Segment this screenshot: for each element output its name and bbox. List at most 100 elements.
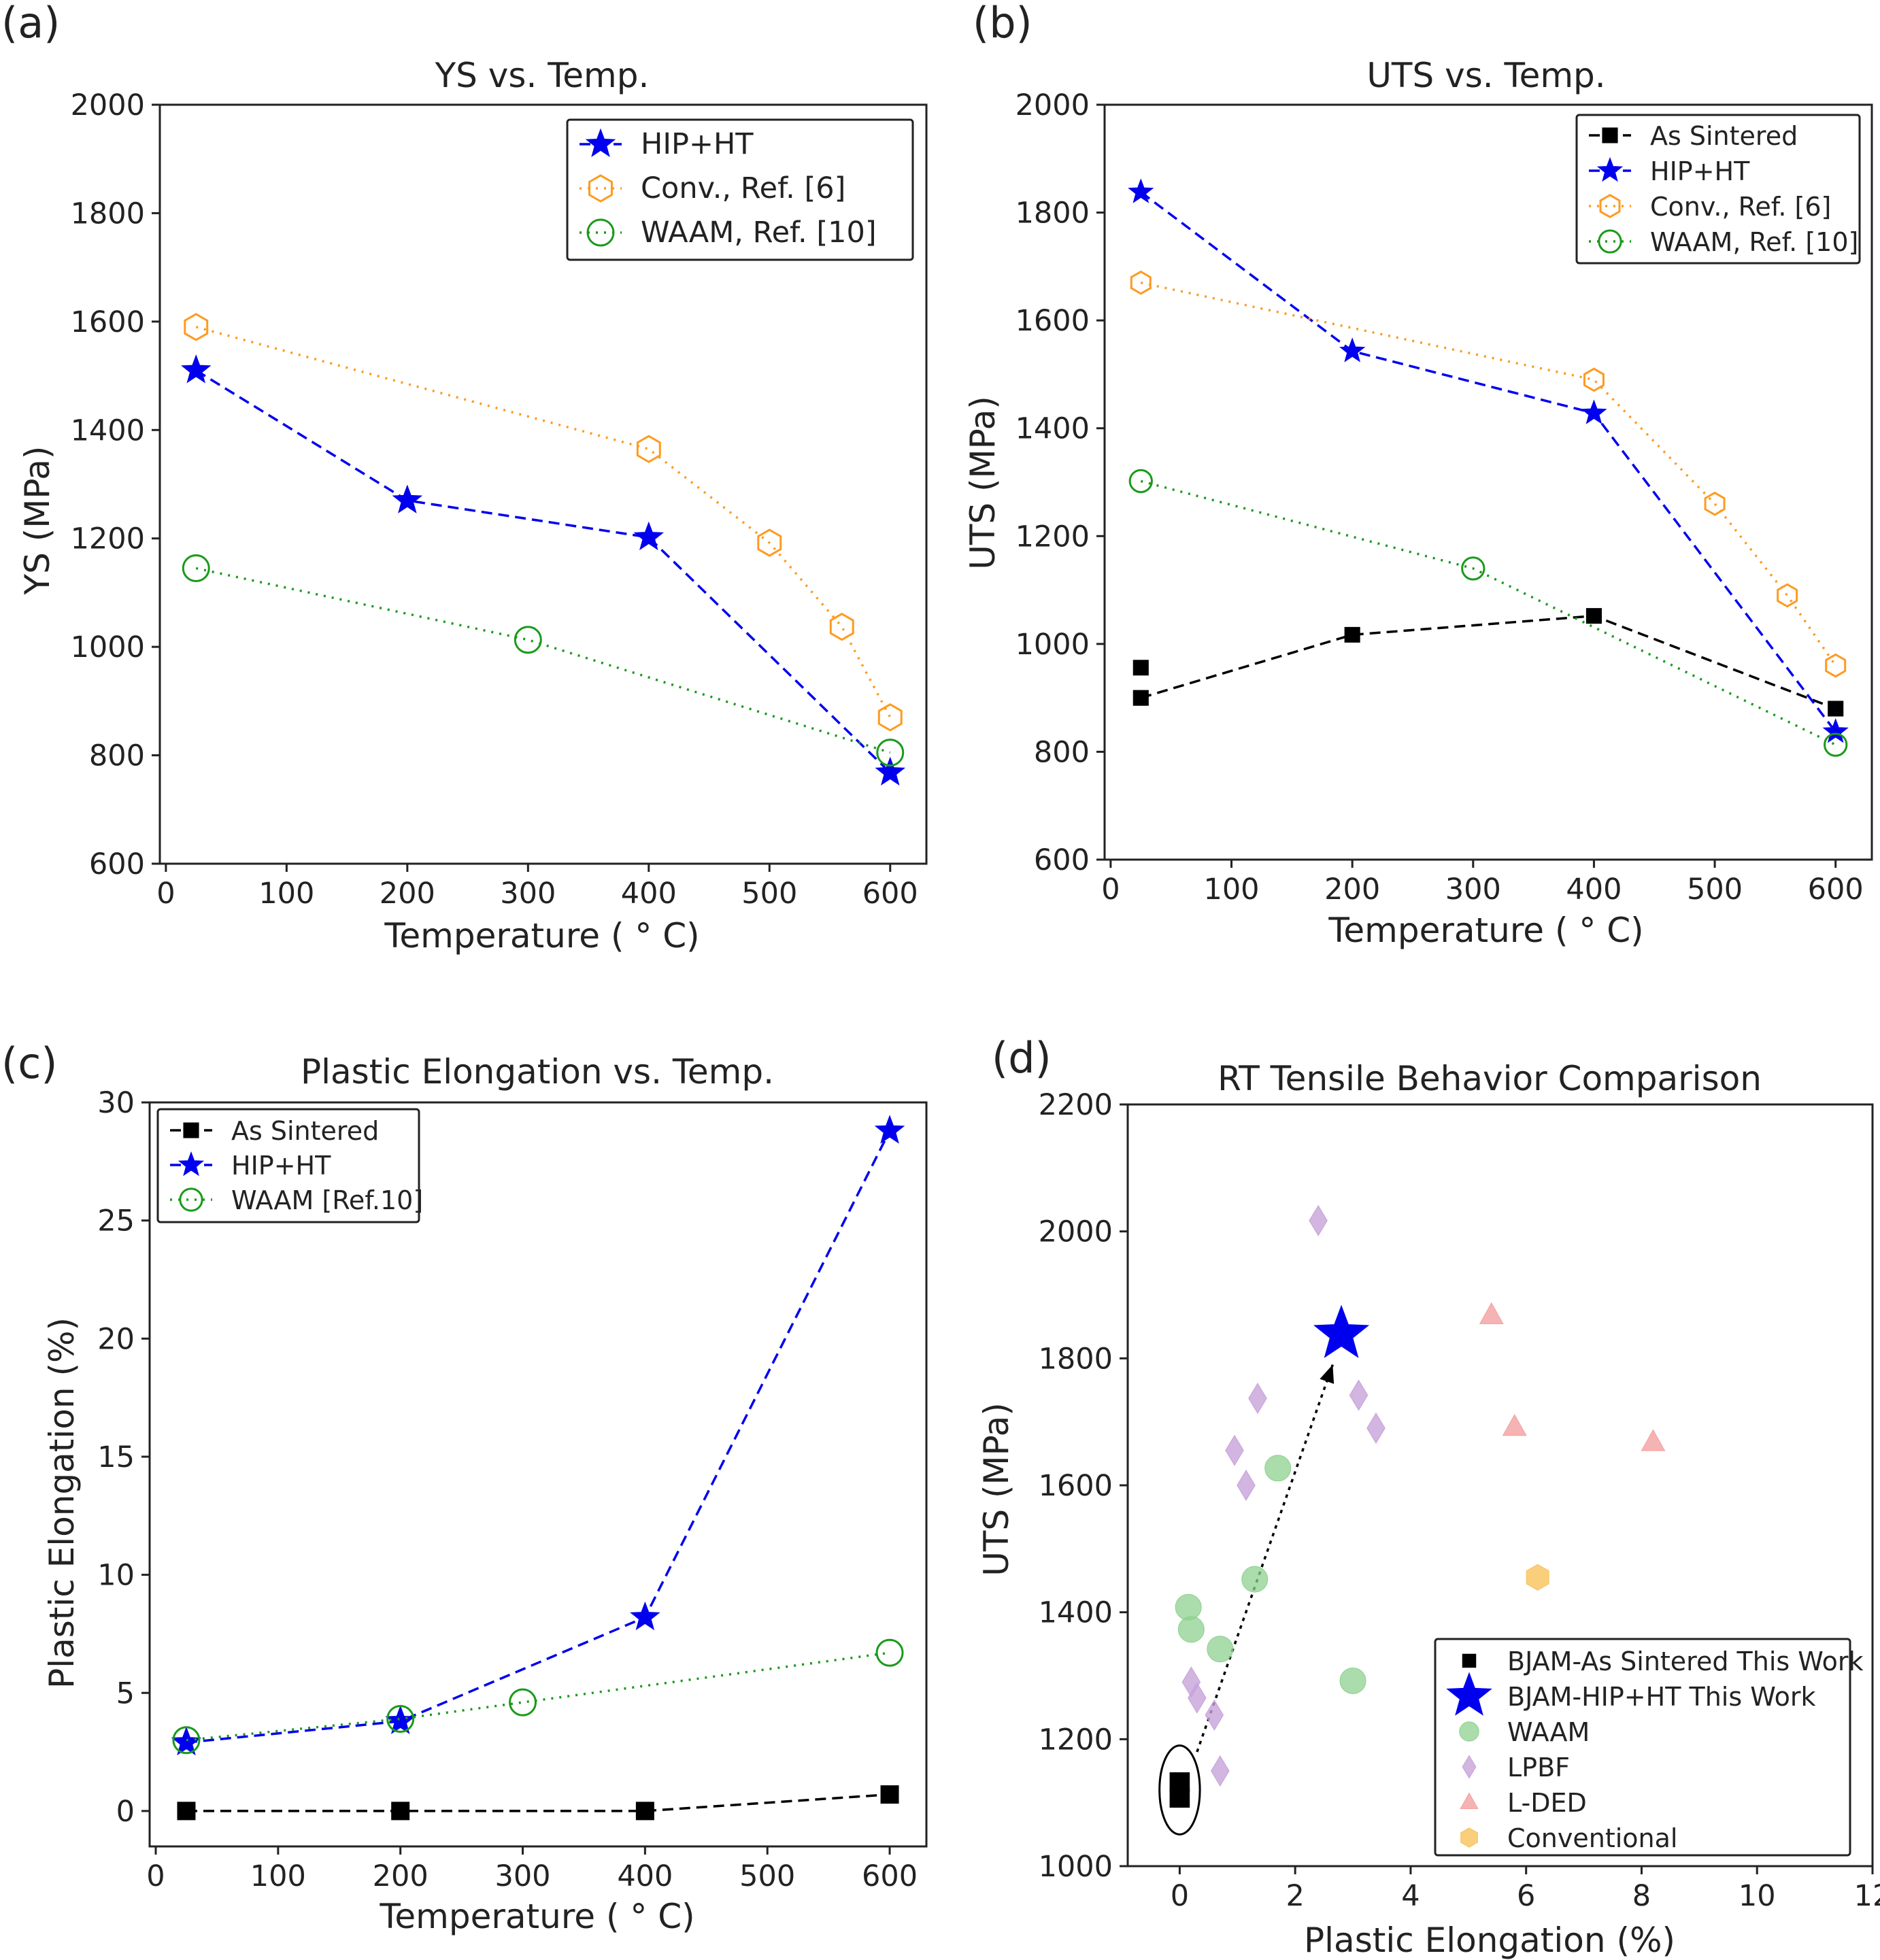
y-tick-label-c-1: 5: [116, 1676, 135, 1710]
legend-label-a-0: HIP+HT: [641, 127, 754, 161]
data-point-d-waam-2: [1207, 1636, 1234, 1663]
series-c-as-sintered: [177, 1785, 899, 1821]
legend-marker-c-0: [183, 1122, 199, 1138]
series-b-hip-ht: [1128, 178, 1849, 743]
y-tick-label-a-0: 600: [89, 847, 145, 881]
data-point-c-waam-ref-10-1: [386, 1704, 415, 1733]
legend-label-d-2: WAAM: [1507, 1717, 1590, 1747]
y-axis-title-b: UTS (MPa): [963, 396, 1003, 569]
legend-label-a-1: Conv., Ref. [6]: [641, 171, 845, 205]
y-tick-label-d-5: 2000: [1039, 1215, 1113, 1249]
series-d-conventional: [1526, 1564, 1549, 1591]
plot-marks-d: [1158, 1204, 1666, 1836]
data-point-d-waam-1: [1177, 1616, 1205, 1643]
series-b-conv-ref-6: [1130, 270, 1847, 678]
data-point-b-conv-ref-6-4: [1825, 653, 1847, 678]
data-point-a-hip-ht-0: [180, 354, 212, 384]
legend-item-c-waam-ref-10: WAAM [Ref.10]: [170, 1185, 423, 1215]
panel-label-b: (b): [973, 0, 1033, 48]
panel-c-elongation-vs-temp: (c) Plastic Elongation vs. Temp. Tempera…: [1, 1038, 928, 1936]
legend-frame-c: [156, 1108, 420, 1223]
x-tick-label-b-5: 500: [1687, 873, 1743, 907]
data-point-d-lpbf-9: [1366, 1413, 1386, 1444]
legend-label-d-1: BJAM-HIP+HT This Work: [1507, 1682, 1815, 1712]
y-tick-label-b-6: 1800: [1015, 197, 1090, 231]
series-line-b-conv-ref-6: [1140, 281, 1837, 666]
y-tick-label-d-0: 1000: [1039, 1850, 1113, 1884]
x-tick-label-c-1: 100: [250, 1859, 306, 1893]
series-line-c-hip-ht: [186, 1130, 891, 1744]
panel-label-c: (c): [1, 1038, 57, 1088]
data-point-d-bjam-hip-ht-this-work-0: [1313, 1304, 1370, 1358]
data-point-d-lpbf-3: [1211, 1755, 1230, 1787]
legend-marker-c-2: [179, 1187, 203, 1212]
panel-a-ys-vs-temp: (a) YS vs. Temp. Temperature ( ° C) YS (…: [1, 0, 928, 956]
legend-marker-a-0: [585, 128, 616, 157]
axis-ticks-d: 0 2 4 6 8 10 12 1000 1200 1400 1600 1800 2000 2200: [1039, 1088, 1880, 1913]
data-point-c-as-sintered-1: [391, 1802, 410, 1821]
data-point-d-waam-3: [1241, 1566, 1269, 1593]
x-tick-label-b-1: 100: [1203, 873, 1259, 907]
legend-a: HIP+HT Conv., Ref. [6] WAAM, Ref. [10]: [566, 118, 914, 261]
x-tick-label-c-5: 500: [739, 1859, 795, 1893]
y-tick-label-a-1: 800: [89, 739, 145, 773]
data-point-d-l-ded-0: [1479, 1302, 1504, 1324]
y-tick-label-a-3: 1200: [71, 522, 145, 556]
data-point-b-waam-ref-10-1: [1461, 556, 1485, 581]
y-tick-label-b-0: 600: [1034, 843, 1090, 877]
x-tick-label-c-0: 0: [146, 1859, 165, 1893]
data-point-d-waam-5: [1339, 1667, 1366, 1694]
axis-ticks-b: 0 100 200 300 400 500 600 600 800 1000 1200 1400 160…: [1015, 88, 1864, 907]
legend-marker-a-1: [588, 174, 613, 203]
series-line-b-hip-ht: [1140, 191, 1837, 733]
data-point-c-waam-ref-10-3: [875, 1638, 904, 1667]
legend-item-d-l-ded: L-DED: [1460, 1788, 1587, 1818]
data-point-a-conv-ref-6-2: [757, 528, 782, 557]
legend-item-a-waam-ref-10: WAAM, Ref. [10]: [580, 216, 877, 250]
data-point-d-waam-4: [1264, 1455, 1292, 1482]
data-point-d-lpbf-4: [1225, 1434, 1244, 1466]
legend-label-a-2: WAAM, Ref. [10]: [641, 216, 877, 250]
data-point-d-l-ded-2: [1641, 1429, 1666, 1451]
extra-point-b-0: [1132, 660, 1149, 676]
chart-title-c: Plastic Elongation vs. Temp.: [301, 1052, 774, 1092]
series-d-l-ded: [1479, 1302, 1666, 1451]
legend-marker-b-1: [1596, 156, 1624, 182]
x-tick-label-c-4: 400: [617, 1859, 673, 1893]
plot-marks-a: [180, 313, 906, 786]
data-point-b-hip-ht-0: [1128, 178, 1154, 203]
as-sintered-highlight-ellipse: [1158, 1744, 1201, 1836]
y-axis-title-c: Plastic Elongation (%): [42, 1317, 82, 1689]
data-point-c-hip-ht-3: [874, 1115, 905, 1144]
data-point-a-hip-ht-2: [633, 521, 665, 551]
chart-title-d: RT Tensile Behavior Comparison: [1218, 1059, 1762, 1098]
legend-frame-a: [566, 118, 914, 261]
y-tick-label-b-5: 1600: [1015, 304, 1090, 338]
series-b-as-sintered: [1132, 608, 1844, 717]
legend-label-c-0: As Sintered: [231, 1116, 379, 1146]
x-tick-label-c-6: 600: [862, 1859, 918, 1893]
legend-item-c-hip-ht: HIP+HT: [170, 1151, 331, 1181]
legend-d: BJAM-As Sintered This Work BJAM-HIP+HT Th…: [1434, 1638, 1864, 1857]
data-point-b-as-sintered-3: [1828, 700, 1844, 717]
data-point-a-waam-ref-10-0: [182, 554, 210, 583]
legend-marker-d-2: [1459, 1721, 1479, 1742]
legend-b: As Sintered HIP+HT Conv., Ref. [6] WAAM, Re…: [1575, 114, 1861, 265]
legend-item-b-conv-ref-6: Conv., Ref. [6]: [1589, 192, 1831, 222]
data-point-d-lpbf-6: [1248, 1383, 1267, 1415]
series-line-c-as-sintered: [186, 1793, 890, 1812]
y-axis-title-a: YS (MPa): [18, 446, 57, 596]
series-c-waam-ref-10: [172, 1638, 904, 1755]
x-tick-label-d-3: 6: [1517, 1879, 1535, 1913]
axis-ticks-c: 0 100 200 300 400 500 600 0 5 10 15 20 25 30: [97, 1086, 918, 1893]
plot-frame-c: [148, 1101, 928, 1848]
legend-marker-d-1: [1446, 1672, 1492, 1716]
y-tick-label-a-2: 1000: [71, 630, 145, 664]
legend-marker-b-2: [1599, 194, 1621, 218]
data-point-d-conventional-0: [1526, 1564, 1549, 1591]
y-tick-label-b-7: 2000: [1015, 88, 1090, 122]
legend-label-d-5: Conventional: [1507, 1823, 1677, 1853]
legend-marker-d-5: [1460, 1827, 1478, 1848]
data-point-b-as-sintered-1: [1344, 626, 1360, 643]
